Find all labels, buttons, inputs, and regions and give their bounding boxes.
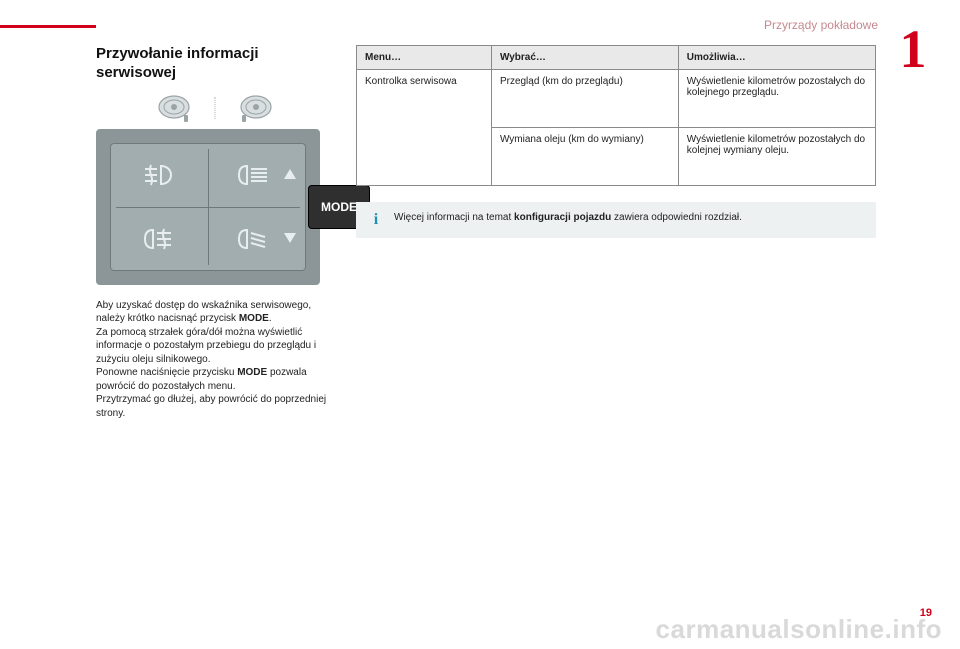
right-column: Menu… Wybrać… Umożliwia… Kontrolka serwi… (356, 45, 876, 238)
steering-wheel-right-icon (232, 93, 276, 123)
cell-select: Przegląd (km do przeglądu) (491, 70, 678, 128)
steering-wheel-left-icon (154, 93, 198, 123)
paragraph: Ponowne naciśnięcie przycisku MODE pozwa… (96, 366, 334, 393)
body-text: Aby uzyskać dostęp do wskaźnika serwisow… (96, 299, 334, 421)
steering-wheel-row (96, 93, 334, 127)
th-menu: Menu… (357, 46, 492, 70)
rear-fog-icon (110, 207, 208, 271)
arrow-down-icon (284, 230, 296, 248)
arrow-up-icon (284, 166, 296, 184)
low-beam-icon (208, 207, 306, 271)
cell-enables: Wyświetlenie kilometrów pozostałych do k… (678, 70, 875, 128)
front-fog-icon (110, 143, 208, 207)
left-column: Przywołanie informacji serwisowej (96, 45, 334, 420)
button-panel: MODE (96, 129, 320, 285)
cell-enables: Wyświetlenie kilometrów pozostałych do k… (678, 128, 875, 186)
section-title: Przywołanie informacji serwisowej (96, 45, 334, 83)
watermark: carmanualsonline.info (656, 614, 942, 645)
cell-menu: Kontrolka serwisowa (357, 70, 492, 186)
running-header: Przyrządy pokładowe (764, 18, 878, 32)
th-enables: Umożliwia… (678, 46, 875, 70)
paragraph: Aby uzyskać dostęp do wskaźnika serwisow… (96, 299, 334, 326)
info-icon: i (368, 212, 384, 228)
paragraph: Za pomocą strzałek góra/dół można wyświe… (96, 326, 334, 367)
info-text: Więcej informacji na temat konfiguracji … (394, 212, 742, 223)
table-row: Kontrolka serwisowa Przegląd (km do prze… (357, 70, 876, 128)
illustration: MODE (96, 93, 334, 285)
info-callout: i Więcej informacji na temat konfiguracj… (356, 202, 876, 238)
paragraph: Przytrzymać go dłużej, aby powrócić do p… (96, 393, 334, 420)
service-table: Menu… Wybrać… Umożliwia… Kontrolka serwi… (356, 45, 876, 186)
section-number: 1 (892, 22, 934, 80)
high-beam-icon (208, 143, 306, 207)
divider-dots (215, 97, 216, 119)
accent-bar (0, 25, 96, 28)
cell-select: Wymiana oleju (km do wymiany) (491, 128, 678, 186)
th-select: Wybrać… (491, 46, 678, 70)
